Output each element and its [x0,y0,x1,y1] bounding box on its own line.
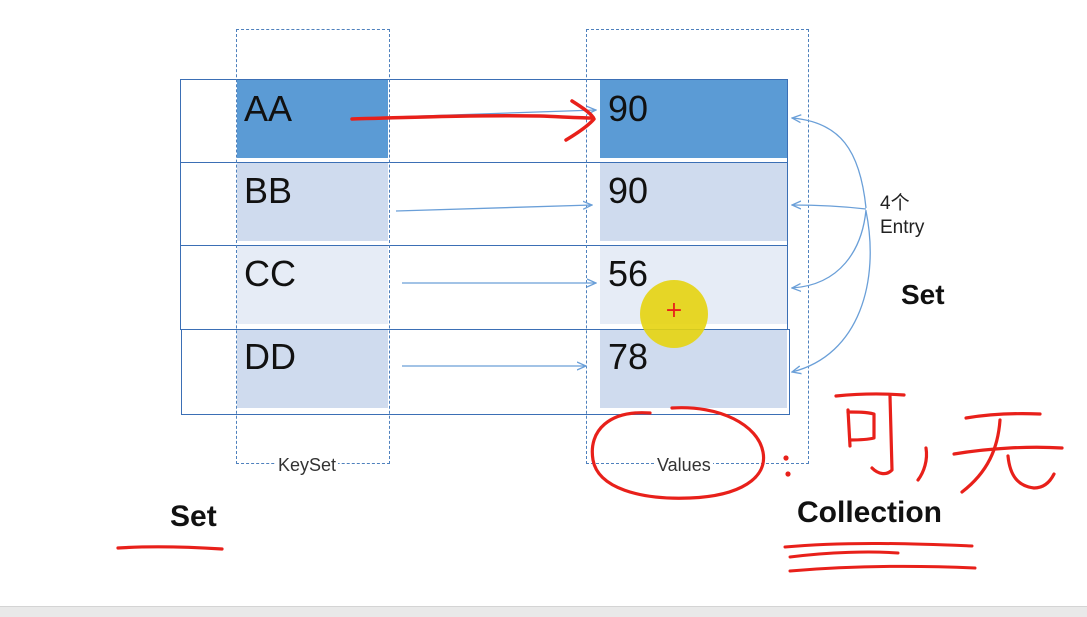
entry-label: 4个 Entry [880,192,924,240]
key-cell [237,246,388,324]
red-pen-colon-dot [785,471,791,477]
set-label-left: Set [170,500,217,533]
entry-arrow [792,210,871,372]
handwriting-comma [916,446,929,482]
entry-arrow [792,209,867,288]
cursor-crosshair-icon: + [664,298,684,323]
key-text: DD [244,336,296,377]
red-underline [788,550,900,559]
key-text: CC [244,253,296,294]
handwriting-wu [952,412,1064,494]
value-cell [600,330,787,408]
red-pen-circle [590,406,766,500]
keyset-label: KeySet [276,455,339,476]
red-pen-colon-dot [783,455,789,461]
entry-arrow [792,118,867,209]
collection-label: Collection [797,496,943,529]
red-underline [116,545,224,551]
handwriting-ke [834,392,906,476]
key-text: BB [244,170,293,211]
entry-arrow [792,205,867,210]
key-value-arrow [395,205,592,212]
entry-label-line1: 4个 [880,193,910,214]
value-text: 90 [608,88,649,129]
key-cell [237,330,388,408]
entry-label-line2: Entry [880,217,925,238]
set-label-right: Set [901,279,945,310]
value-text: 56 [608,253,649,294]
values-label: Values [655,455,713,476]
bottom-bar [0,606,1087,617]
red-underline [788,564,977,573]
key-cell [237,163,388,241]
cursor-highlight [640,280,708,348]
value-cell [600,163,787,241]
key-text: AA [244,88,293,129]
value-cell-highlighted [600,80,787,158]
red-pen-arrowhead [564,99,596,142]
red-underline [783,541,974,549]
value-text: 90 [608,170,649,211]
red-pen-arrow [350,113,594,121]
value-text: 78 [608,336,649,377]
